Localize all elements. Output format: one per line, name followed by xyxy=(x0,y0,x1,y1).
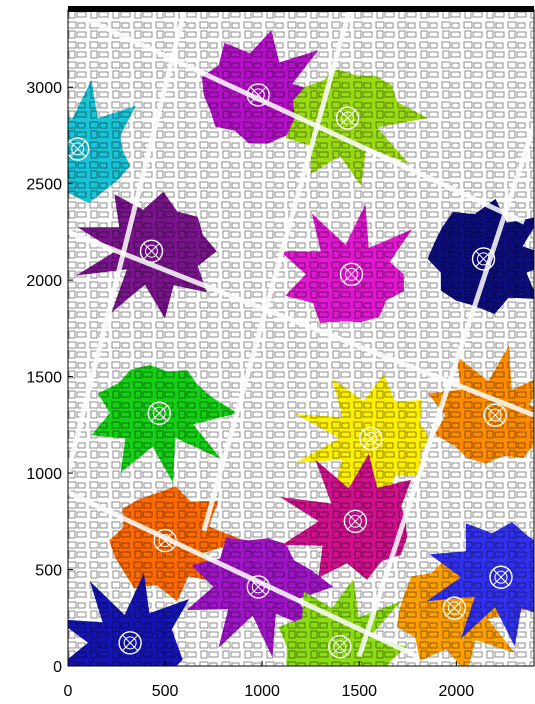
base-station-layer xyxy=(68,83,513,659)
street-5 xyxy=(201,10,352,532)
base-station-marker xyxy=(442,596,467,620)
street-6 xyxy=(356,124,534,658)
y-axis: 0 500 1000 1500 2000 2500 3000 xyxy=(26,80,73,676)
x-tick-label: 1500 xyxy=(341,683,377,700)
street-4 xyxy=(68,10,187,484)
x-tick-label: 500 xyxy=(152,683,179,700)
street-layer xyxy=(68,10,534,659)
base-station-marker xyxy=(147,401,171,425)
base-station-marker xyxy=(471,247,496,271)
y-tick-label: 3000 xyxy=(26,80,62,97)
x-axis: 0 500 1000 1500 2000 xyxy=(64,661,475,700)
base-station-marker xyxy=(153,528,177,553)
base-station-marker xyxy=(359,426,383,451)
base-station-marker xyxy=(246,83,270,107)
y-tick-label: 0 xyxy=(53,659,62,676)
y-tick-label: 1000 xyxy=(26,466,62,483)
y-tick-label: 1500 xyxy=(26,370,62,387)
x-tick-label: 0 xyxy=(64,683,73,700)
base-station-marker xyxy=(246,575,270,599)
base-station-marker xyxy=(343,509,368,533)
base-station-marker xyxy=(139,239,164,263)
base-station-marker xyxy=(335,106,360,130)
plot-area xyxy=(68,10,534,666)
x-tick-label: 2000 xyxy=(439,683,475,700)
base-station-marker xyxy=(118,631,142,655)
x-tick-label: 1000 xyxy=(244,683,280,700)
top-frame-bar xyxy=(68,6,534,12)
street-3 xyxy=(68,490,419,659)
base-station-marker xyxy=(339,262,364,287)
y-tick-label: 500 xyxy=(35,563,62,580)
base-station-marker xyxy=(483,403,507,427)
base-station-marker xyxy=(328,635,352,659)
street-1 xyxy=(86,17,526,225)
y-tick-label: 2000 xyxy=(26,273,62,290)
y-tick-label: 2500 xyxy=(26,177,62,194)
street-2 xyxy=(68,229,534,418)
base-station-marker xyxy=(489,565,513,589)
base-station-marker xyxy=(68,137,90,161)
